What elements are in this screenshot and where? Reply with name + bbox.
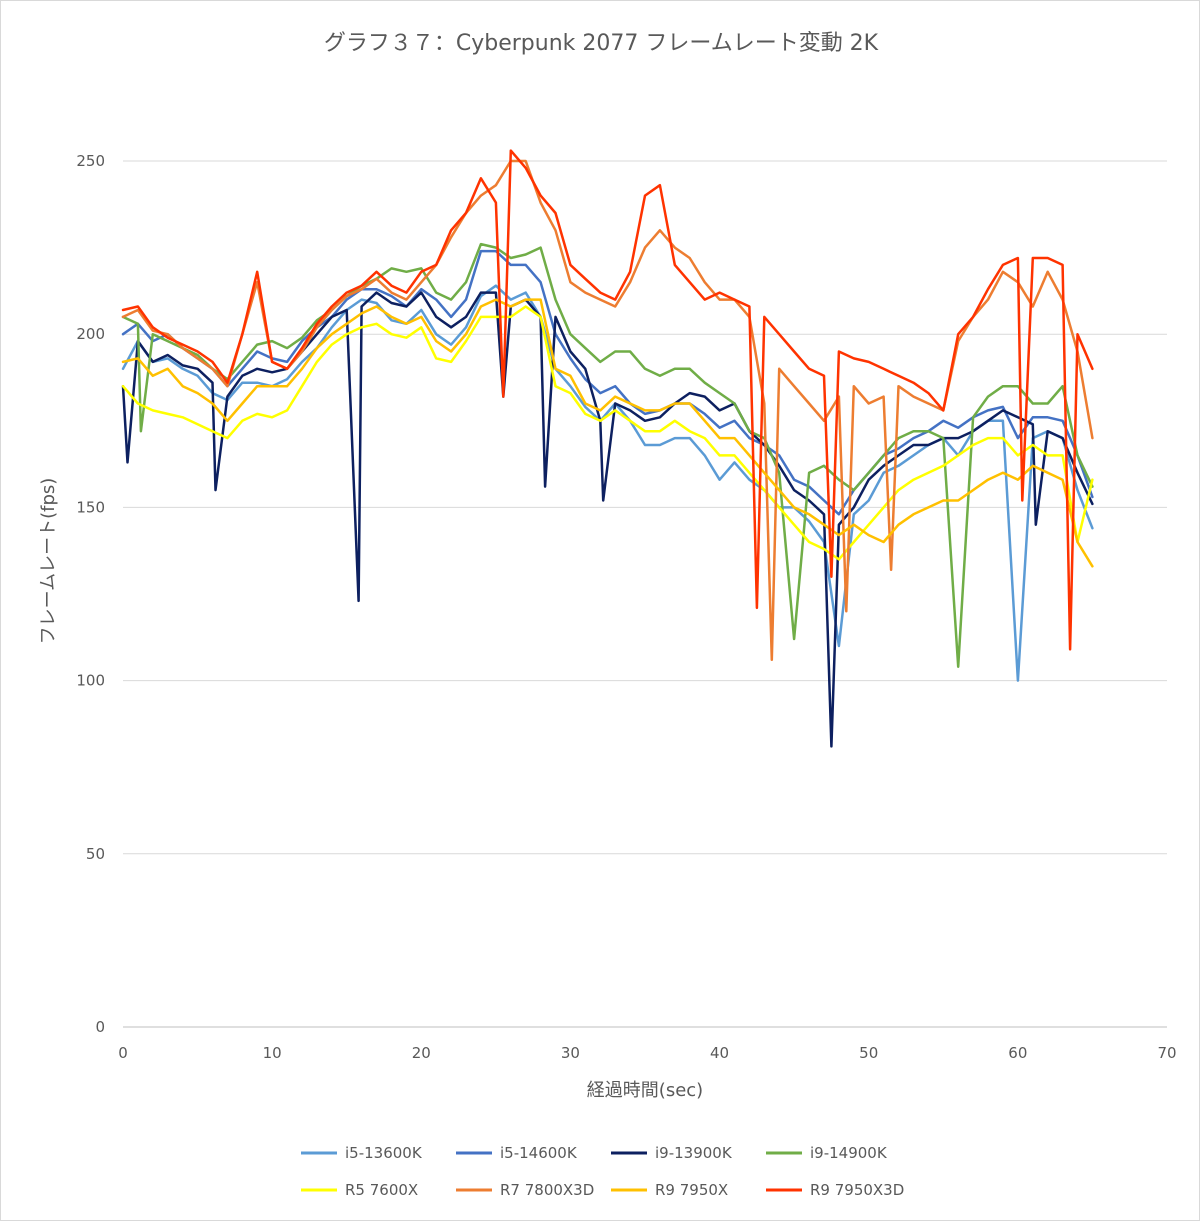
legend-label: R5 7600X — [345, 1181, 418, 1199]
legend-item: i5-14600K — [456, 1144, 578, 1162]
series-line-i5-14600k — [121, 249, 1094, 516]
x-tick-label: 0 — [118, 1044, 128, 1062]
chart-title: グラフ３７：Cyberpunk 2077 フレームレート変動 2K — [324, 31, 879, 56]
legend-item: i9-14900K — [766, 1144, 888, 1162]
y-axis-title: フレームレート(fps) — [38, 478, 59, 645]
y-tick-label: 50 — [86, 845, 105, 863]
legend-item: R9 7950X — [611, 1181, 728, 1199]
x-tick-label: 50 — [859, 1044, 878, 1062]
series-line-r9-7950x — [121, 298, 1094, 568]
series-lines — [121, 149, 1094, 748]
y-tick-label: 0 — [95, 1018, 105, 1036]
legend: i5-13600K i5-14600K i9-13900K i9-14900K R5 7… — [301, 1144, 904, 1199]
legend-label: R9 7950X3D — [810, 1181, 904, 1199]
y-tick-label: 150 — [76, 498, 105, 516]
legend-item: R5 7600X — [301, 1181, 418, 1199]
x-tick-label: 10 — [263, 1044, 282, 1062]
legend-label: i9-14900K — [810, 1144, 888, 1162]
legend-item: R9 7950X3D — [766, 1181, 904, 1199]
series-line-i9-14900k — [121, 242, 1094, 668]
legend-item: R7 7800X3D — [456, 1181, 594, 1199]
x-tick-label: 40 — [710, 1044, 729, 1062]
series-line-i9-13900k — [121, 291, 1094, 748]
legend-label: i9-13900K — [655, 1144, 733, 1162]
series-line-r5-7600x — [121, 305, 1094, 561]
x-axis-ticks: 0 10 20 30 40 50 60 70 — [118, 1044, 1176, 1062]
legend-label: i5-13600K — [345, 1144, 423, 1162]
x-tick-label: 60 — [1008, 1044, 1027, 1062]
x-tick-label: 20 — [412, 1044, 431, 1062]
gridlines — [123, 160, 1167, 1028]
x-axis-title: 経過時間(sec) — [587, 1080, 703, 1101]
x-tick-label: 30 — [561, 1044, 580, 1062]
y-axis-ticks: 0 50 100 150 200 250 — [76, 152, 105, 1036]
legend-label: R7 7800X3D — [500, 1181, 594, 1199]
y-tick-label: 100 — [76, 672, 105, 690]
x-tick-label: 70 — [1157, 1044, 1176, 1062]
legend-label: R9 7950X — [655, 1181, 728, 1199]
legend-item: i9-13900K — [611, 1144, 733, 1162]
y-tick-label: 250 — [76, 152, 105, 170]
legend-label: i5-14600K — [500, 1144, 578, 1162]
series-line-r9-7950x3d — [121, 149, 1094, 651]
y-tick-label: 200 — [76, 325, 105, 343]
legend-item: i5-13600K — [301, 1144, 423, 1162]
